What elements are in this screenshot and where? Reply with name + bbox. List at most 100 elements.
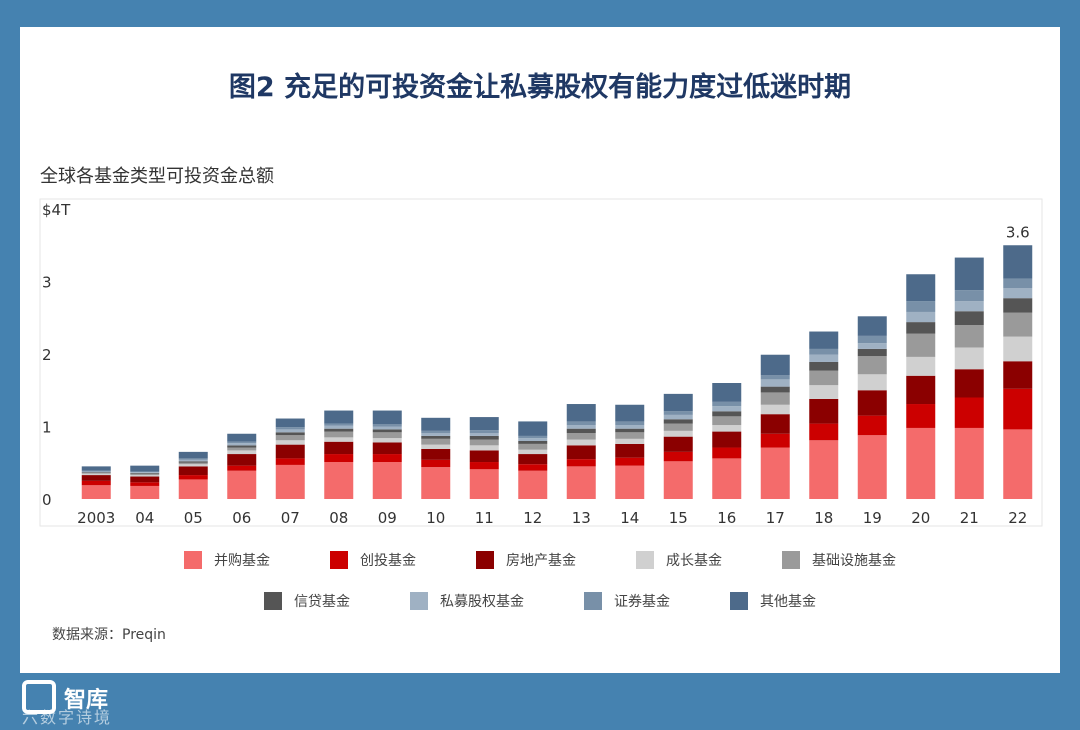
bar-segment (372, 442, 402, 455)
bar-segment (566, 445, 596, 460)
bar-segment (809, 440, 839, 499)
page-title: 图2 充足的可投资金让私募股权有能力度过低迷时期 (228, 72, 852, 103)
bar-segment (954, 369, 984, 398)
bar-segment (275, 435, 305, 441)
legend-item: 基础设施基金 (782, 550, 896, 570)
bar-segment (712, 383, 742, 402)
legend-row-1: 并购基金 创投基金 房地产基金 成长基金 基础设施基金 (20, 550, 1060, 570)
bar-segment (372, 424, 402, 427)
bar-segment (275, 418, 305, 428)
bar-segment (227, 470, 257, 499)
bar-segment (227, 447, 257, 451)
bar-segment (906, 404, 936, 428)
bar-segment (469, 462, 499, 470)
bar-segment (372, 462, 402, 499)
bar-segment (615, 457, 645, 466)
bar-segment (663, 451, 693, 462)
legend-label: 基础设施基金 (812, 553, 896, 569)
bar-segment (954, 311, 984, 325)
bar-segment (324, 425, 354, 429)
bar-segment (663, 419, 693, 424)
bar-segment (130, 471, 160, 473)
data-label: 3.6 (1006, 223, 1030, 241)
bar-segment (857, 316, 887, 336)
bar-segment (663, 461, 693, 499)
x-tick-label: 06 (232, 509, 251, 527)
bar-segment (615, 465, 645, 499)
bar-segment (906, 356, 936, 376)
bar-segment (178, 458, 208, 460)
bar-segment (566, 404, 596, 422)
bar-segment (421, 417, 451, 431)
x-tick-label: 07 (281, 509, 300, 527)
bar-segment (857, 343, 887, 349)
bar-segment (372, 432, 402, 439)
legend-swatch (410, 592, 428, 610)
bar-segment (178, 459, 208, 462)
bar-segment (324, 423, 354, 426)
bar-segment (518, 421, 548, 436)
bar-segment (469, 445, 499, 451)
x-tick-label: 19 (863, 509, 882, 527)
bar-segment (760, 392, 790, 405)
bar-segment (130, 482, 160, 486)
bar-segment (615, 404, 645, 422)
bar-segment (372, 410, 402, 425)
bar-segment (663, 414, 693, 420)
bar-segment (760, 447, 790, 499)
legend-swatch (330, 551, 348, 569)
legend-row-2: 信贷基金 私募股权基金 证券基金 其他基金 (20, 591, 1060, 611)
logo-subtext: 六数字诗境 (22, 708, 113, 727)
bar-segment (809, 370, 839, 386)
bar-segment (712, 411, 742, 417)
bar-segment (372, 426, 402, 430)
x-tick-label: 16 (717, 509, 736, 527)
bar-segment (372, 454, 402, 463)
bar-segment (227, 454, 257, 466)
legend-label: 信贷基金 (294, 594, 350, 610)
bar-segment (518, 435, 548, 439)
legend-label: 成长基金 (666, 553, 722, 569)
bar-segment (1003, 312, 1033, 337)
bar-segment (275, 432, 305, 436)
bar-segment (81, 473, 111, 476)
legend-item: 其他基金 (730, 591, 816, 611)
bar-segment (857, 374, 887, 391)
bar-segment (178, 461, 208, 463)
bar-segment (421, 433, 451, 436)
bar-segment (421, 435, 451, 439)
bar-segment (906, 322, 936, 334)
bar-segment (81, 485, 111, 499)
bar-segment (615, 432, 645, 439)
bar-segment (1003, 288, 1033, 299)
bar-segment (130, 472, 160, 474)
bar-segment (760, 414, 790, 434)
bar-segment (130, 473, 160, 476)
bar-segment (275, 444, 305, 459)
legend-label: 并购基金 (214, 553, 270, 569)
x-tick-label: 15 (669, 509, 688, 527)
bar-segment (566, 466, 596, 499)
bar-segment (1003, 388, 1033, 430)
bar-segment (809, 361, 839, 371)
bar-segment (954, 397, 984, 428)
bar-segment (81, 466, 111, 471)
bar-segment (421, 430, 451, 434)
bar-segment (421, 438, 451, 445)
legend-swatch (730, 592, 748, 610)
bar-segment (615, 428, 645, 433)
bar-segment (809, 331, 839, 349)
bar-segment (857, 390, 887, 416)
bar-segment (324, 441, 354, 455)
bar-segment (857, 415, 887, 436)
bar-segment (1003, 336, 1033, 362)
x-tick-label: 04 (135, 509, 154, 527)
bar-segment (712, 416, 742, 426)
x-tick-label: 05 (184, 509, 203, 527)
bar-segment (518, 438, 548, 441)
x-tick-label: 10 (426, 509, 445, 527)
bar-segment (663, 411, 693, 415)
bar-segment (809, 385, 839, 399)
bar-segment (227, 465, 257, 471)
x-tick-label: 22 (1008, 509, 1027, 527)
